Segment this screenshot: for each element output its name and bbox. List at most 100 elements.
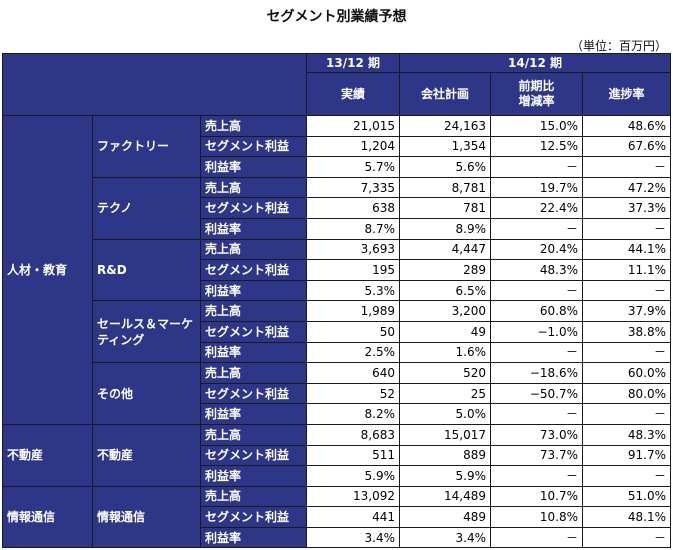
actual-cell: 640 xyxy=(306,362,400,384)
segment-label: セールス＆マーケティング xyxy=(92,300,201,364)
table-row: R&D 売上高 3,693 4,447 20.4% 44.1% xyxy=(3,238,672,302)
plan-cell: 25 xyxy=(399,382,491,405)
table-row: 利益率 5.9% 5.9% －－ xyxy=(3,465,672,487)
table-row: セグメント利益 50 49 −1.0% 38.8% xyxy=(3,320,672,343)
actual-cell: 5.7% xyxy=(306,156,400,178)
actual-cell: 1,204 xyxy=(306,135,400,158)
progress-cell: － xyxy=(581,279,672,302)
actual-cell: 2.5% xyxy=(306,341,400,364)
table-row: 利益率 3.4% 3.4% －－ xyxy=(3,526,672,549)
table-row: セグメント利益 511 889 73.7% 91.7% xyxy=(3,444,672,467)
yoy-cell: 60.8% xyxy=(490,300,583,322)
segment-label: テクノ xyxy=(92,176,201,240)
header-period-14: 14/12 期 xyxy=(398,53,672,73)
yoy-cell: － xyxy=(490,156,583,178)
table-row: セグメント利益 195 289 48.3% 11.1% xyxy=(3,259,672,281)
actual-cell: 21,015 xyxy=(306,115,400,137)
plan-cell: 14,489 xyxy=(399,485,491,508)
metric-label: 利益率 xyxy=(200,403,307,425)
metric-label: セグメント利益 xyxy=(200,135,307,158)
metric-label: 利益率 xyxy=(200,465,307,487)
metric-label: 利益率 xyxy=(200,341,307,364)
header-progress: 進捗率 xyxy=(581,72,672,116)
table-row: 利益率 5.3% 6.5% －－ xyxy=(3,279,672,302)
progress-cell: 48.6% xyxy=(581,115,672,137)
plan-cell: 1.6% xyxy=(399,341,491,364)
segment-label: 情報通信 xyxy=(92,485,201,549)
yoy-cell: 73.7% xyxy=(490,444,583,467)
yoy-cell: 10.7% xyxy=(490,485,583,508)
plan-cell: 781 xyxy=(399,197,491,219)
progress-cell: 51.0% xyxy=(581,485,672,508)
plan-cell: 889 xyxy=(399,444,491,467)
actual-cell: 52 xyxy=(306,382,400,405)
actual-cell: 1,989 xyxy=(306,300,400,322)
metric-label: 売上高 xyxy=(200,176,307,199)
actual-cell: 511 xyxy=(306,444,400,467)
progress-cell: － xyxy=(581,403,672,425)
group-label: 情報通信 xyxy=(2,485,93,549)
actual-cell: 5.9% xyxy=(306,465,400,487)
plan-cell: 289 xyxy=(399,259,491,281)
plan-cell: 8.9% xyxy=(399,217,491,240)
plan-cell: 489 xyxy=(399,506,491,528)
table-body: 人材・教育 ファクトリー 売上高 21,015 24,163 15.0% 48.6% セグメン… xyxy=(2,115,672,549)
metric-label: セグメント利益 xyxy=(200,506,307,528)
progress-cell: 37.3% xyxy=(581,197,672,219)
progress-cell: 67.6% xyxy=(581,135,672,158)
yoy-cell: 12.5% xyxy=(490,135,583,158)
actual-cell: 8.7% xyxy=(306,217,400,240)
progress-cell: 11.1% xyxy=(581,259,672,281)
yoy-cell: 48.3% xyxy=(490,259,583,281)
table-row: 情報通信 情報通信 売上高 13,092 14,489 10.7% 51.0% xyxy=(2,485,672,549)
metric-label: 売上高 xyxy=(200,300,307,322)
actual-cell: 3,693 xyxy=(306,238,400,261)
table-row: セールス＆マーケティング 売上高 1,989 3,200 60.8% 37.9% xyxy=(3,300,672,364)
progress-cell: 44.1% xyxy=(581,238,672,261)
progress-cell: － xyxy=(581,526,672,549)
table-row: 利益率 8.7% 8.9% －－ xyxy=(3,217,672,240)
segment-label: ファクトリー xyxy=(92,115,201,178)
group-label: 人材・教育 xyxy=(2,115,93,425)
plan-cell: 4,447 xyxy=(399,238,491,261)
metric-label: 利益率 xyxy=(200,217,307,240)
progress-cell: 80.0% xyxy=(581,382,672,405)
plan-cell: 5.0% xyxy=(399,403,491,425)
plan-cell: 3.4% xyxy=(399,526,491,549)
header-corner xyxy=(2,53,307,116)
segment-forecast-table: 13/12 期 14/12 期 実績 会社計画 前期比 増減率 進捗率 人材・教育… xyxy=(2,53,672,549)
metric-label: セグメント利益 xyxy=(200,197,307,219)
yoy-cell: 15.0% xyxy=(490,115,583,137)
progress-cell: 37.9% xyxy=(581,300,672,322)
actual-cell: 7,335 xyxy=(306,176,400,199)
metric-label: 売上高 xyxy=(200,238,307,261)
plan-cell: 6.5% xyxy=(399,279,491,302)
metric-label: セグメント利益 xyxy=(200,259,307,281)
actual-cell: 8,683 xyxy=(306,423,400,446)
progress-cell: 91.7% xyxy=(581,444,672,467)
header-plan: 会社計画 xyxy=(399,72,491,116)
progress-cell: － xyxy=(581,465,672,487)
yoy-cell: － xyxy=(490,465,583,487)
yoy-cell: 22.4% xyxy=(490,197,583,219)
actual-cell: 8.2% xyxy=(306,403,400,425)
progress-cell: － xyxy=(581,156,672,178)
segment-label: その他 xyxy=(92,362,201,425)
header-yoy: 前期比 増減率 xyxy=(490,72,583,116)
plan-cell: 520 xyxy=(399,362,491,384)
table-row: テクノ 売上高 7,335 8,781 19.7% 47.2% xyxy=(3,176,672,240)
plan-cell: 49 xyxy=(399,320,491,343)
table-row: 不動産 不動産 売上高 8,683 15,017 73.0% 48.3% xyxy=(2,423,672,487)
table-row: セグメント利益 1,204 1,354 12.5% 67.6% xyxy=(3,135,672,158)
yoy-cell: −1.0% xyxy=(490,320,583,343)
progress-cell: 38.8% xyxy=(581,320,672,343)
metric-label: 利益率 xyxy=(200,156,307,178)
table-row: 人材・教育 ファクトリー 売上高 21,015 24,163 15.0% 48.6% xyxy=(2,115,672,425)
metric-label: 売上高 xyxy=(200,115,307,137)
table-row: セグメント利益 638 781 22.4% 37.3% xyxy=(3,197,672,219)
progress-cell: 60.0% xyxy=(581,362,672,384)
group-label: 不動産 xyxy=(2,423,93,487)
plan-cell: 15,017 xyxy=(399,423,491,446)
plan-cell: 1,354 xyxy=(399,135,491,158)
actual-cell: 5.3% xyxy=(306,279,400,302)
